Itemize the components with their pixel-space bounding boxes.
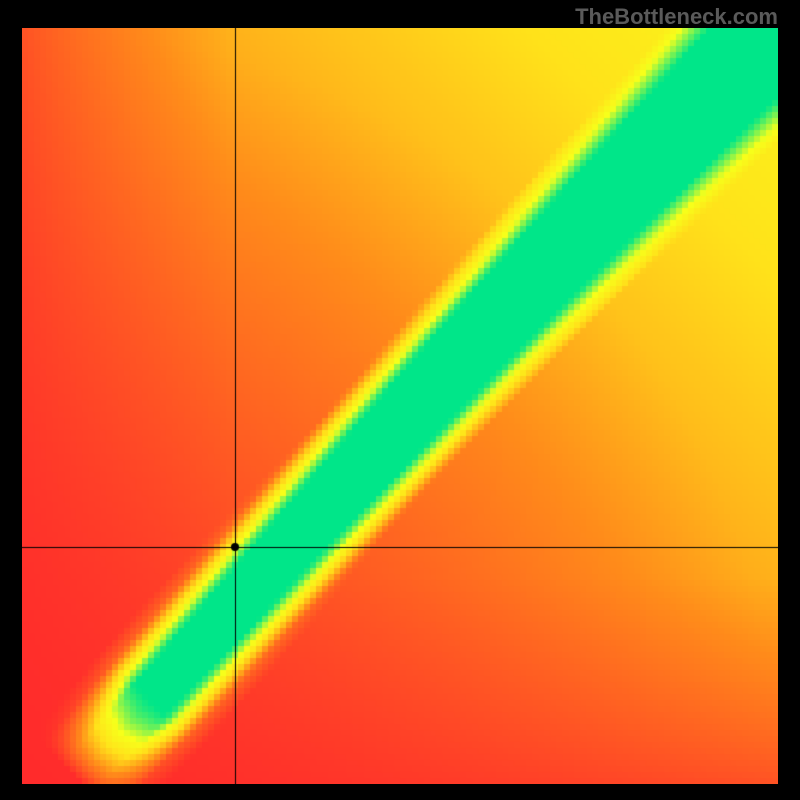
watermark-text: TheBottleneck.com: [575, 4, 778, 30]
heatmap-chart: [22, 28, 778, 784]
heatmap-canvas: [22, 28, 778, 784]
